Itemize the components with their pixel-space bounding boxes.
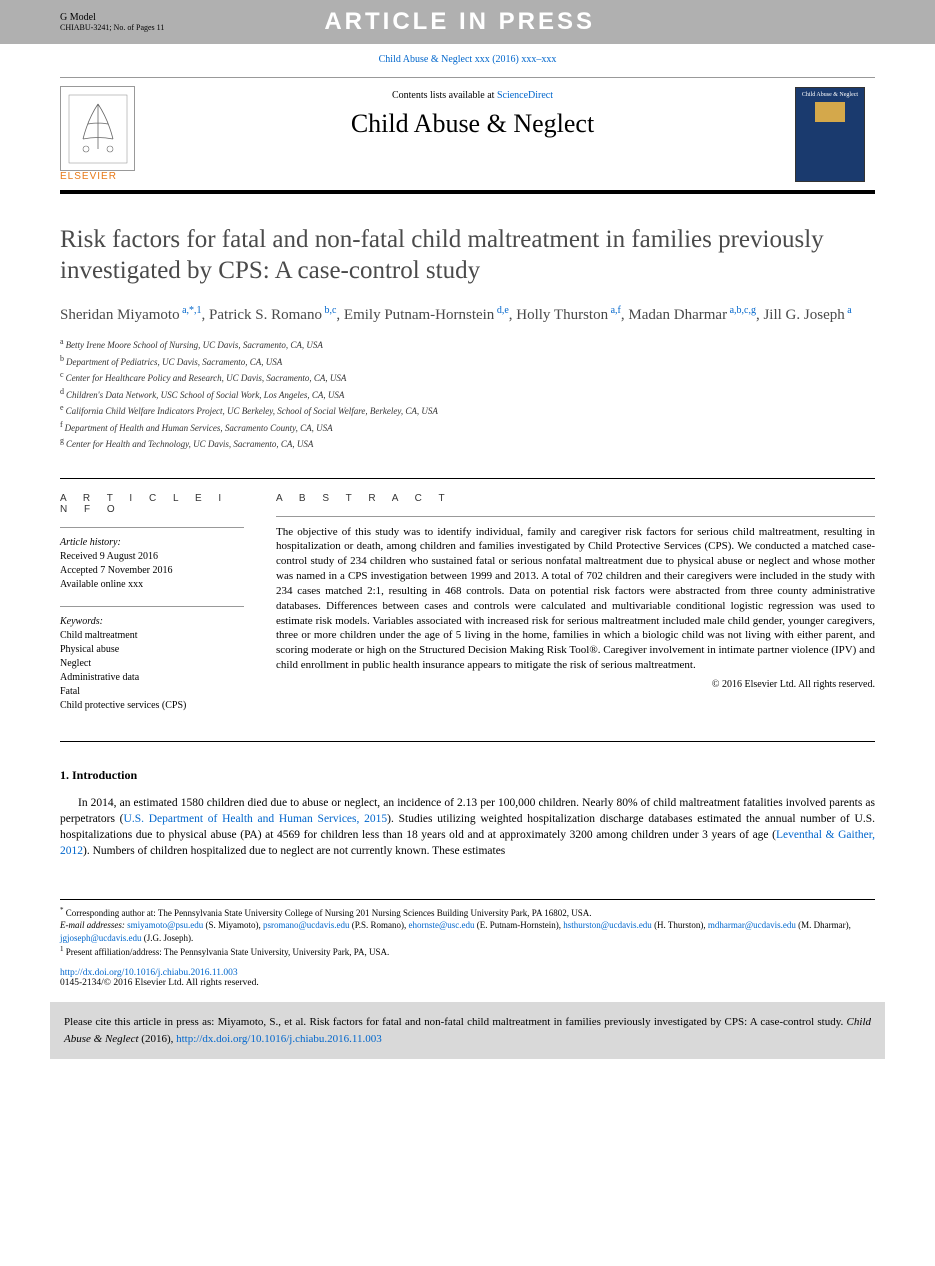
intro-text-c: ). Numbers of children hospitalized due …	[83, 845, 505, 857]
received-date: Received 9 August 2016	[60, 550, 244, 564]
corresp-text: Corresponding author at: The Pennsylvani…	[66, 908, 592, 918]
keyword-item: Physical abuse	[60, 643, 244, 657]
cite-doi-link[interactable]: http://dx.doi.org/10.1016/j.chiabu.2016.…	[176, 1033, 382, 1045]
cite-prefix: Please cite this article in press as: Mi…	[64, 1016, 847, 1028]
journal-name: Child Abuse & Neglect	[150, 109, 795, 139]
note1-text: Present affiliation/address: The Pennsyl…	[66, 947, 389, 957]
affiliation-item: a Betty Irene Moore School of Nursing, U…	[60, 336, 875, 353]
author-name: Emily Putnam-Hornstein	[344, 307, 494, 323]
author-name: Madan Dharmar	[628, 307, 727, 323]
citation-link-top[interactable]: Child Abuse & Neglect xxx (2016) xxx–xxx	[60, 54, 875, 65]
gmodel-ref: CHIABU-3241; No. of Pages 11	[60, 23, 164, 32]
abstract-column: a b s t r a c t The objective of this st…	[260, 479, 875, 741]
email-link[interactable]: smiyamoto@psu.edu	[127, 920, 203, 930]
affiliation-item: f Department of Health and Human Service…	[60, 419, 875, 436]
present-affiliation-note: 1 Present affiliation/address: The Penns…	[60, 945, 875, 959]
issn-copyright: 0145-2134/© 2016 Elsevier Ltd. All right…	[60, 978, 875, 988]
abstract-text: The objective of this study was to ident…	[276, 516, 875, 673]
author-name: Sheridan Miyamoto	[60, 307, 180, 323]
email-addresses-line: E-mail addresses: smiyamoto@psu.edu (S. …	[60, 919, 875, 944]
please-cite-box: Please cite this article in press as: Mi…	[50, 1002, 885, 1059]
affiliation-item: d Children's Data Network, USC School of…	[60, 386, 875, 403]
intro-head: 1. Introduction	[60, 768, 875, 783]
journal-cover-icon: Child Abuse & Neglect	[795, 87, 865, 182]
article-page: G Model CHIABU-3241; No. of Pages 11 ART…	[0, 0, 935, 1089]
article-title: Risk factors for fatal and non-fatal chi…	[60, 224, 875, 287]
article-info-column: a r t i c l e i n f o Article history: R…	[60, 479, 260, 741]
abstract-copyright: © 2016 Elsevier Ltd. All rights reserved…	[276, 679, 875, 690]
citation-top-link[interactable]: Child Abuse & Neglect xxx (2016) xxx–xxx	[379, 54, 557, 65]
contents-prefix: Contents lists available at	[392, 90, 497, 101]
note1-mark: 1	[60, 945, 64, 953]
cover-sub-graphic	[815, 102, 845, 122]
info-abstract-row: a r t i c l e i n f o Article history: R…	[60, 478, 875, 742]
author-affiliation-link[interactable]: a,f	[608, 305, 621, 316]
introduction-section: 1. Introduction In 2014, an estimated 15…	[60, 768, 875, 859]
affiliation-item: c Center for Healthcare Policy and Resea…	[60, 369, 875, 386]
email-label: E-mail addresses:	[60, 920, 125, 930]
cover-title: Child Abuse & Neglect	[802, 92, 858, 98]
keyword-item: Neglect	[60, 657, 244, 671]
press-header: G Model CHIABU-3241; No. of Pages 11 ART…	[0, 0, 935, 44]
doi-block: http://dx.doi.org/10.1016/j.chiabu.2016.…	[60, 968, 875, 988]
email-link[interactable]: hsthurston@ucdavis.edu	[563, 920, 652, 930]
accepted-date: Accepted 7 November 2016	[60, 564, 244, 578]
in-press-banner: ARTICLE IN PRESS	[324, 8, 595, 36]
affiliation-list: a Betty Irene Moore School of Nursing, U…	[60, 336, 875, 452]
publisher-logo-cell: ELSEVIER	[60, 78, 150, 190]
keyword-item: Administrative data	[60, 671, 244, 685]
cover-cell: Child Abuse & Neglect	[795, 78, 875, 190]
corresponding-author-note: * Corresponding author at: The Pennsylva…	[60, 906, 875, 920]
available-online: Available online xxx	[60, 578, 244, 592]
author-list: Sheridan Miyamoto a,*,1, Patrick S. Roma…	[60, 303, 875, 327]
intro-paragraph: In 2014, an estimated 1580 children died…	[60, 795, 875, 859]
doi-link[interactable]: http://dx.doi.org/10.1016/j.chiabu.2016.…	[60, 968, 238, 978]
article-info-head: a r t i c l e i n f o	[60, 493, 244, 515]
contents-line: Contents lists available at ScienceDirec…	[150, 90, 795, 101]
affiliation-item: b Department of Pediatrics, UC Davis, Sa…	[60, 353, 875, 370]
keywords-block: Keywords: Child maltreatmentPhysical abu…	[60, 606, 244, 713]
author-name: Jill G. Joseph	[763, 307, 844, 323]
history-label: Article history:	[60, 536, 244, 550]
article-history-block: Article history: Received 9 August 2016 …	[60, 527, 244, 592]
keyword-item: Child maltreatment	[60, 629, 244, 643]
abstract-head: a b s t r a c t	[276, 493, 875, 504]
publisher-name: ELSEVIER	[60, 171, 150, 182]
keyword-item: Fatal	[60, 685, 244, 699]
corresp-mark: *	[60, 906, 64, 914]
email-link[interactable]: jgjoseph@ucdavis.edu	[60, 933, 142, 943]
reference-link-1[interactable]: U.S. Department of Health and Human Serv…	[124, 813, 388, 825]
author-name: Holly Thurston	[516, 307, 608, 323]
keywords-label: Keywords:	[60, 615, 244, 629]
gmodel-label: G Model	[60, 12, 164, 23]
author-affiliation-link[interactable]: d,e	[494, 305, 508, 316]
journal-center: Contents lists available at ScienceDirec…	[150, 78, 795, 190]
email-link[interactable]: mdharmar@ucdavis.edu	[708, 920, 796, 930]
author-affiliation-link[interactable]: b,c	[322, 305, 336, 316]
cite-year: (2016),	[139, 1033, 177, 1045]
journal-header-box: ELSEVIER Contents lists available at Sci…	[60, 77, 875, 194]
gmodel-block: G Model CHIABU-3241; No. of Pages 11	[60, 12, 164, 32]
email-link[interactable]: psromano@ucdavis.edu	[263, 920, 350, 930]
author-name: Patrick S. Romano	[209, 307, 322, 323]
author-affiliation-link[interactable]: a,*,1	[180, 305, 202, 316]
author-affiliation-link[interactable]: a	[845, 305, 852, 316]
affiliation-item: e California Child Welfare Indicators Pr…	[60, 402, 875, 419]
elsevier-tree-icon	[60, 86, 135, 171]
sciencedirect-link[interactable]: ScienceDirect	[497, 90, 553, 101]
affiliation-item: g Center for Health and Technology, UC D…	[60, 435, 875, 452]
footnotes-block: * Corresponding author at: The Pennsylva…	[60, 899, 875, 958]
email-link[interactable]: ehornste@usc.edu	[409, 920, 475, 930]
author-affiliation-link[interactable]: a,b,c,g	[727, 305, 756, 316]
keyword-item: Child protective services (CPS)	[60, 699, 244, 713]
